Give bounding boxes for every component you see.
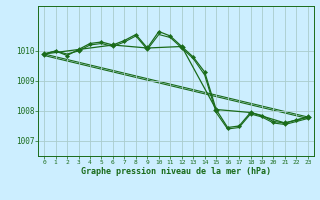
X-axis label: Graphe pression niveau de la mer (hPa): Graphe pression niveau de la mer (hPa) (81, 167, 271, 176)
